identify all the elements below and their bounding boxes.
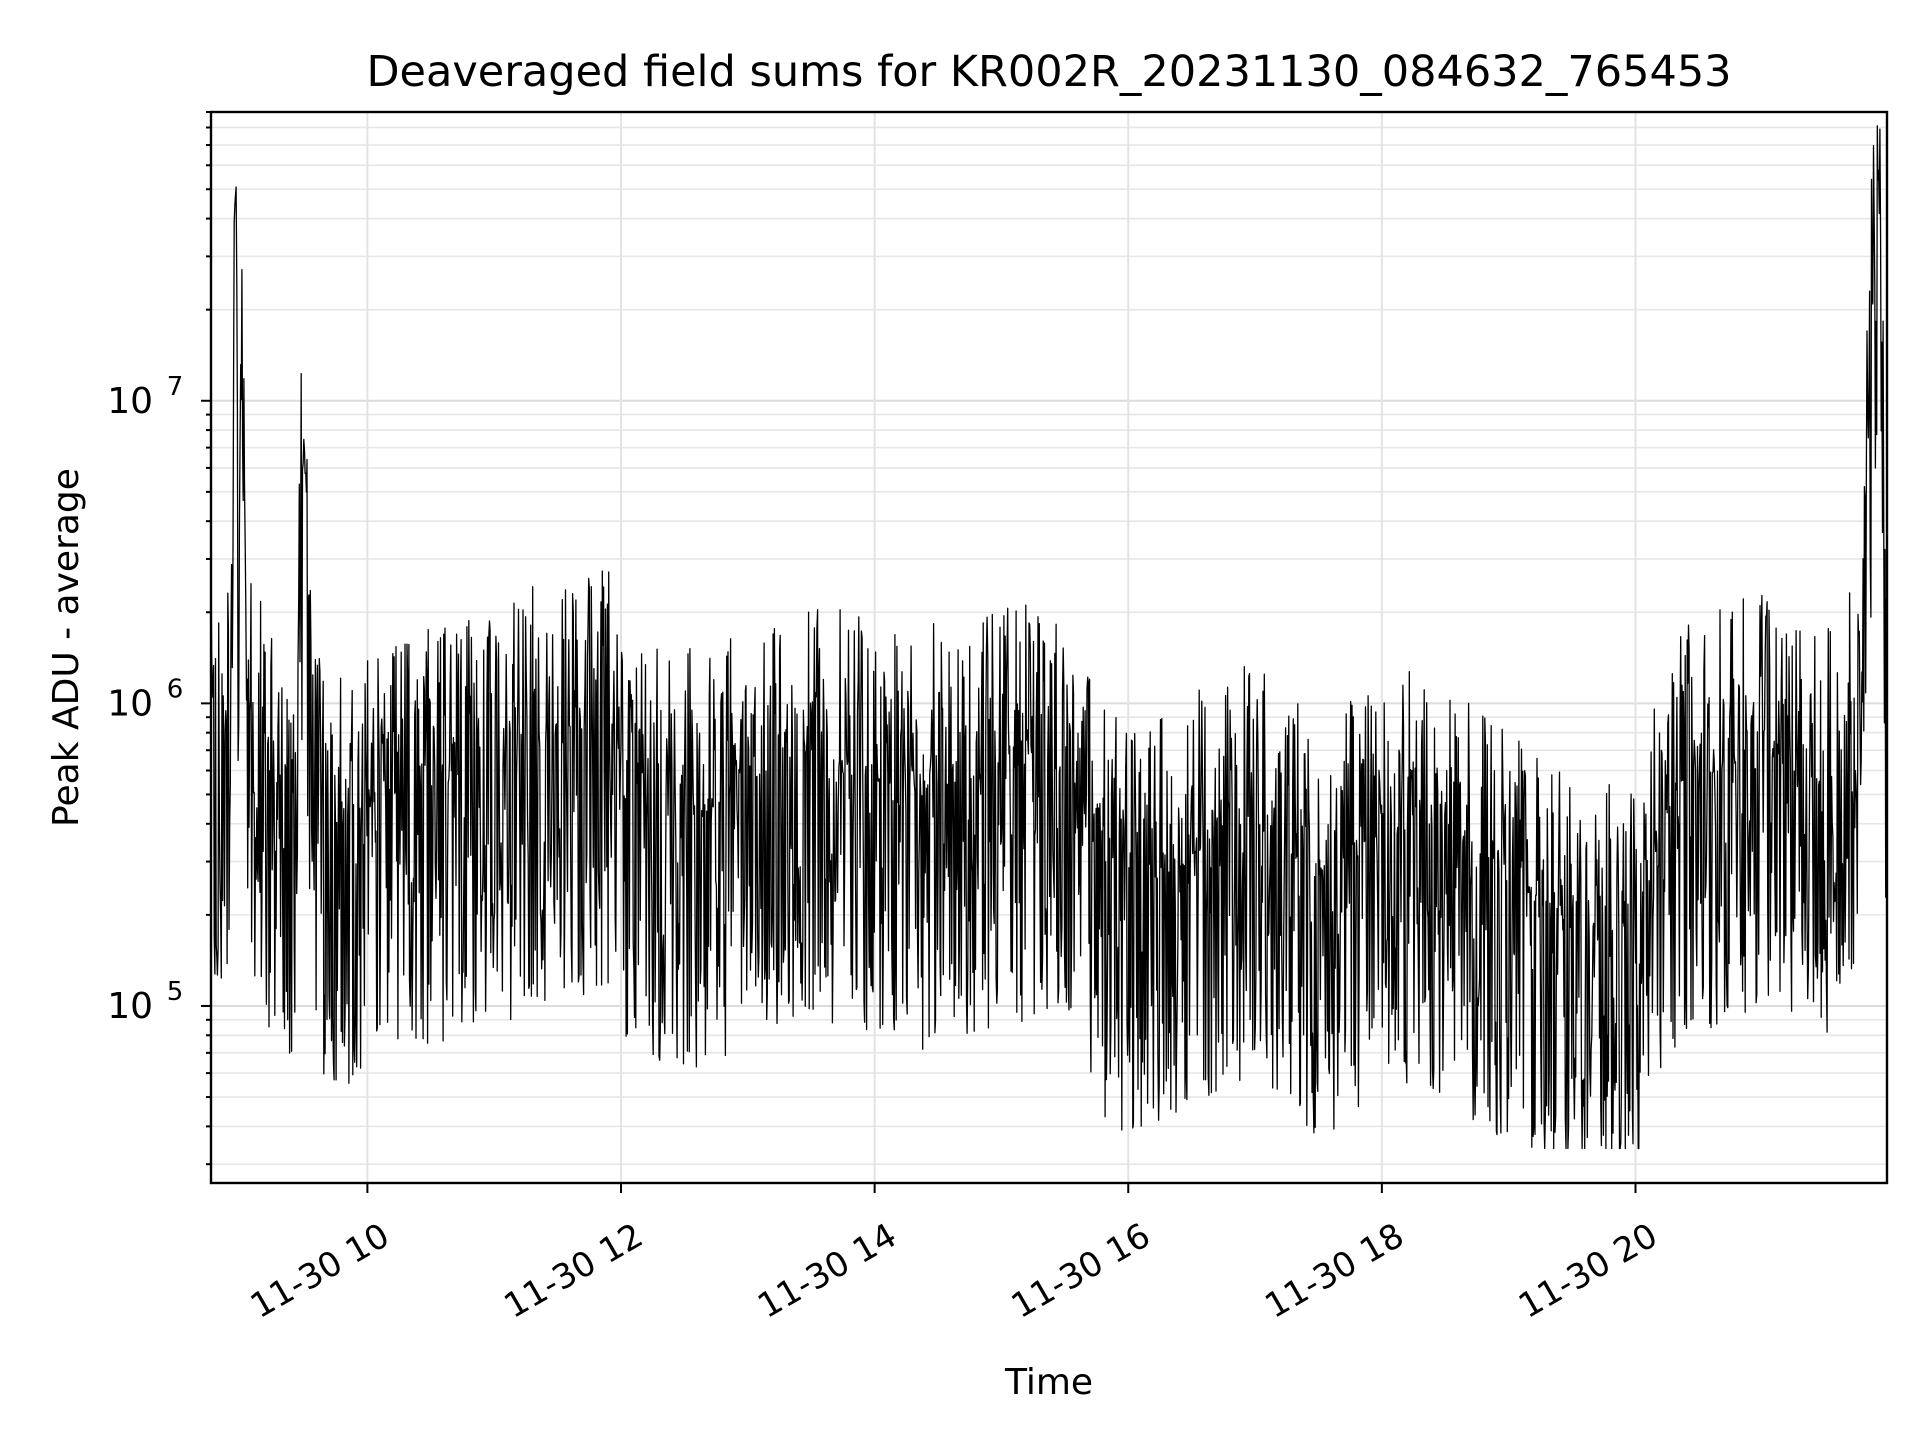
y-tick-label: 10	[107, 683, 153, 724]
y-tick-label: 10	[107, 381, 153, 422]
series-layer	[210, 125, 1888, 1150]
y-tick-label: 10	[107, 986, 153, 1027]
y-tick-exponent: 7	[167, 372, 184, 402]
y-tick-exponent: 5	[167, 977, 184, 1007]
y-axis-label: Peak ADU - average	[46, 468, 87, 827]
x-axis-label: Time	[1004, 1362, 1093, 1403]
plot-frame	[209, 110, 1889, 1185]
y-tick-exponent: 6	[167, 674, 184, 704]
chart-title: Deaveraged field sums for KR002R_2023113…	[366, 47, 1731, 97]
series-line	[210, 125, 1888, 1150]
